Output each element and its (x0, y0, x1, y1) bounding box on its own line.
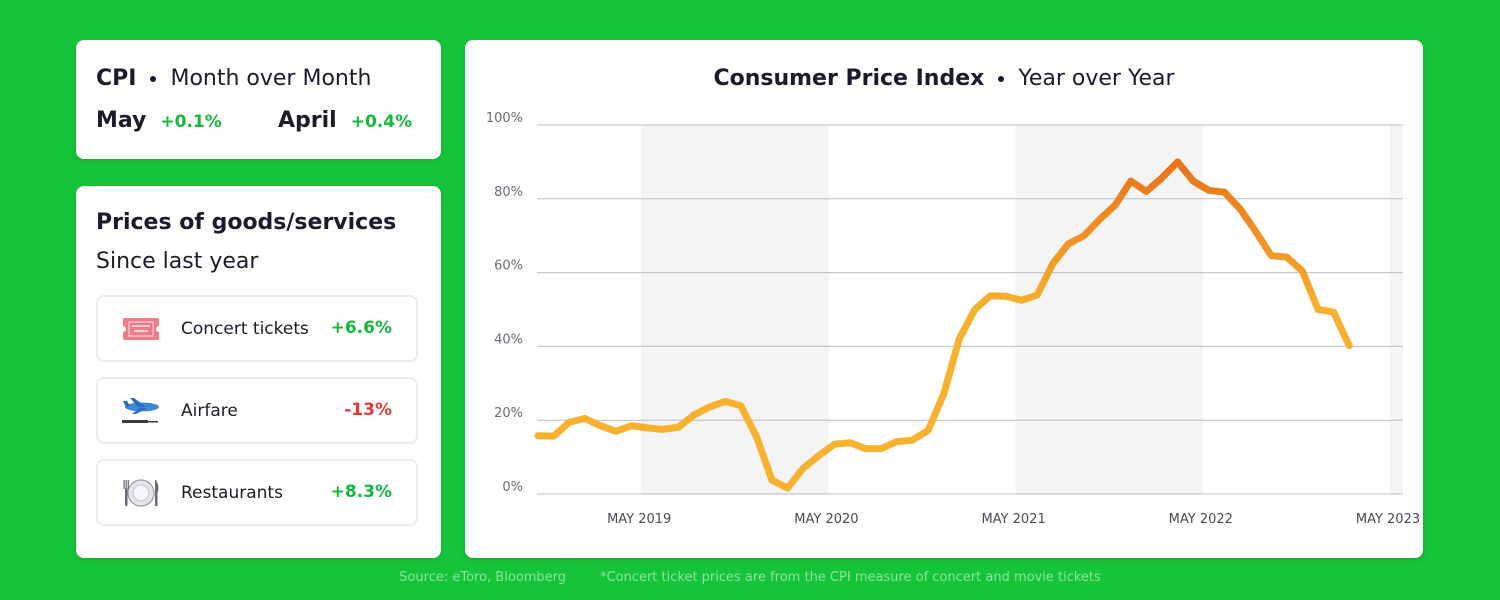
y-tick-label: 20% (494, 406, 523, 421)
fork-knife-plate-icon (123, 479, 159, 507)
cpi-card-title: CPI Month over Month (96, 66, 371, 91)
item-label: Restaurants (181, 483, 283, 503)
x-tick-label: MAY 2020 (794, 512, 858, 527)
cpi-subtitle: Month over Month (170, 66, 372, 91)
chart-subtitle: Year over Year (1018, 66, 1175, 91)
y-tick-label: 80% (494, 185, 523, 200)
x-tick-label: MAY 2023 (1356, 512, 1420, 527)
shaded-period-band (641, 125, 829, 494)
list-item-restaurants: Restaurants +8.3% (96, 459, 418, 526)
item-change-value: +6.6% (330, 318, 392, 338)
chart-card: Consumer Price Index Year over Year 0% 20… (465, 40, 1423, 558)
y-tick-label: 60% (494, 259, 523, 274)
cpi-month-april: April +0.4% (278, 108, 412, 133)
cpi-card: CPI Month over Month May +0.1% April +0.… (76, 40, 441, 159)
x-tick-label: MAY 2022 (1169, 512, 1233, 527)
list-item-concert-tickets: Concert tickets +6.6% (96, 295, 418, 362)
source-note: Source: eToro, Bloomberg (399, 570, 567, 585)
x-tick-label: MAY 2021 (981, 512, 1045, 527)
airplane-icon (122, 398, 159, 423)
cpi-month-may: May +0.1% (96, 108, 222, 133)
footnote: *Concert ticket prices are from the CPI … (600, 570, 1101, 585)
admit-one-ticket-icon (120, 318, 162, 340)
cpi-yoy-series-line (534, 158, 1353, 492)
month-change-value: +0.4% (350, 112, 413, 132)
y-tick-label: 0% (502, 480, 523, 495)
y-tick-label: 100% (486, 111, 523, 126)
shaded-period-band (1015, 125, 1203, 494)
item-change-value: -13% (344, 400, 392, 420)
footer: Source: eToro, Bloomberg *Concert ticket … (0, 570, 1500, 585)
cpi-label: CPI (96, 66, 137, 91)
list-item-airfare: Airfare -13% (96, 377, 418, 444)
month-label: May (96, 108, 147, 133)
x-tick-label: MAY 2019 (607, 512, 671, 527)
item-change-value: +8.3% (330, 482, 392, 502)
goods-card-subtitle: Since last year (96, 249, 259, 274)
chart-title-text: Consumer Price Index (713, 66, 985, 91)
month-change-value: +0.1% (160, 112, 222, 132)
shaded-period-band (1390, 125, 1403, 494)
y-tick-label: 40% (494, 332, 523, 347)
goods-services-card: Prices of goods/services Since last year… (76, 186, 441, 558)
month-label: April (278, 108, 337, 133)
chart-title: Consumer Price Index Year over Year (465, 66, 1423, 91)
bullet-separator (150, 75, 157, 82)
cpi-line-chart: 0% 20% 40% 60% 80% 100% MAY 2019 MAY 2020 MAY 20… (486, 111, 1420, 527)
bullet-separator (998, 75, 1005, 82)
item-label: Concert tickets (181, 319, 309, 339)
item-label: Airfare (181, 401, 238, 421)
goods-card-title: Prices of goods/services (96, 210, 397, 235)
